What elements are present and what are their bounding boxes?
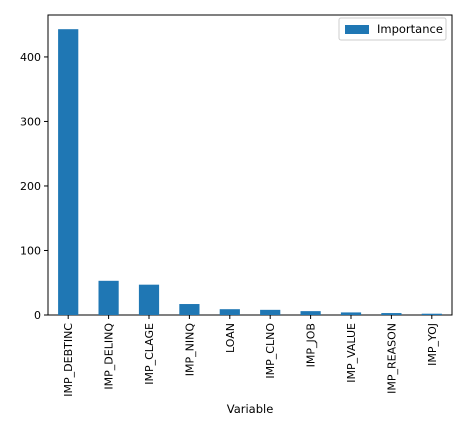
bar xyxy=(219,309,240,315)
y-tick-label: 0 xyxy=(34,309,41,322)
bar xyxy=(98,280,119,315)
bar xyxy=(340,312,362,315)
x-tick-label: IMP_YOJ xyxy=(426,323,439,366)
bar-series xyxy=(58,29,442,316)
x-tick-label: IMP_JOB xyxy=(305,323,318,367)
y-axis: 0 100 200 300 400 xyxy=(20,51,48,322)
x-tick-label: LOAN xyxy=(224,323,237,353)
y-tick-label: 300 xyxy=(20,115,41,128)
legend: Importance xyxy=(338,17,447,41)
x-tick-label: IMP_NINQ xyxy=(183,323,196,377)
x-axis: IMP_DEBTINC IMP_DELINQ IMP_CLAGE IMP_NINQ LO… xyxy=(62,315,439,397)
bar xyxy=(381,313,402,315)
legend-label: Importance xyxy=(377,22,443,36)
x-tick-label: IMP_DELINQ xyxy=(103,323,116,390)
y-tick-label: 100 xyxy=(20,244,41,257)
bar xyxy=(300,311,321,315)
x-tick-label: IMP_DEBTINC xyxy=(62,323,75,397)
bar xyxy=(138,284,160,315)
plot-area xyxy=(47,14,453,316)
bar xyxy=(260,309,281,315)
plot-frame xyxy=(47,14,453,316)
legend-swatch xyxy=(345,25,369,34)
x-axis-label: Variable xyxy=(227,402,274,416)
x-tick-label: IMP_REASON xyxy=(385,323,398,394)
bar xyxy=(179,304,200,315)
legend-box xyxy=(338,17,447,41)
y-tick-label: 200 xyxy=(20,180,41,193)
x-tick-label: IMP_VALUE xyxy=(345,323,358,383)
x-tick-label: IMP_CLAGE xyxy=(143,323,156,385)
x-tick-label: IMP_CLNO xyxy=(264,323,277,379)
bar xyxy=(421,313,442,315)
bar xyxy=(58,29,79,316)
y-tick-label: 400 xyxy=(20,51,41,64)
